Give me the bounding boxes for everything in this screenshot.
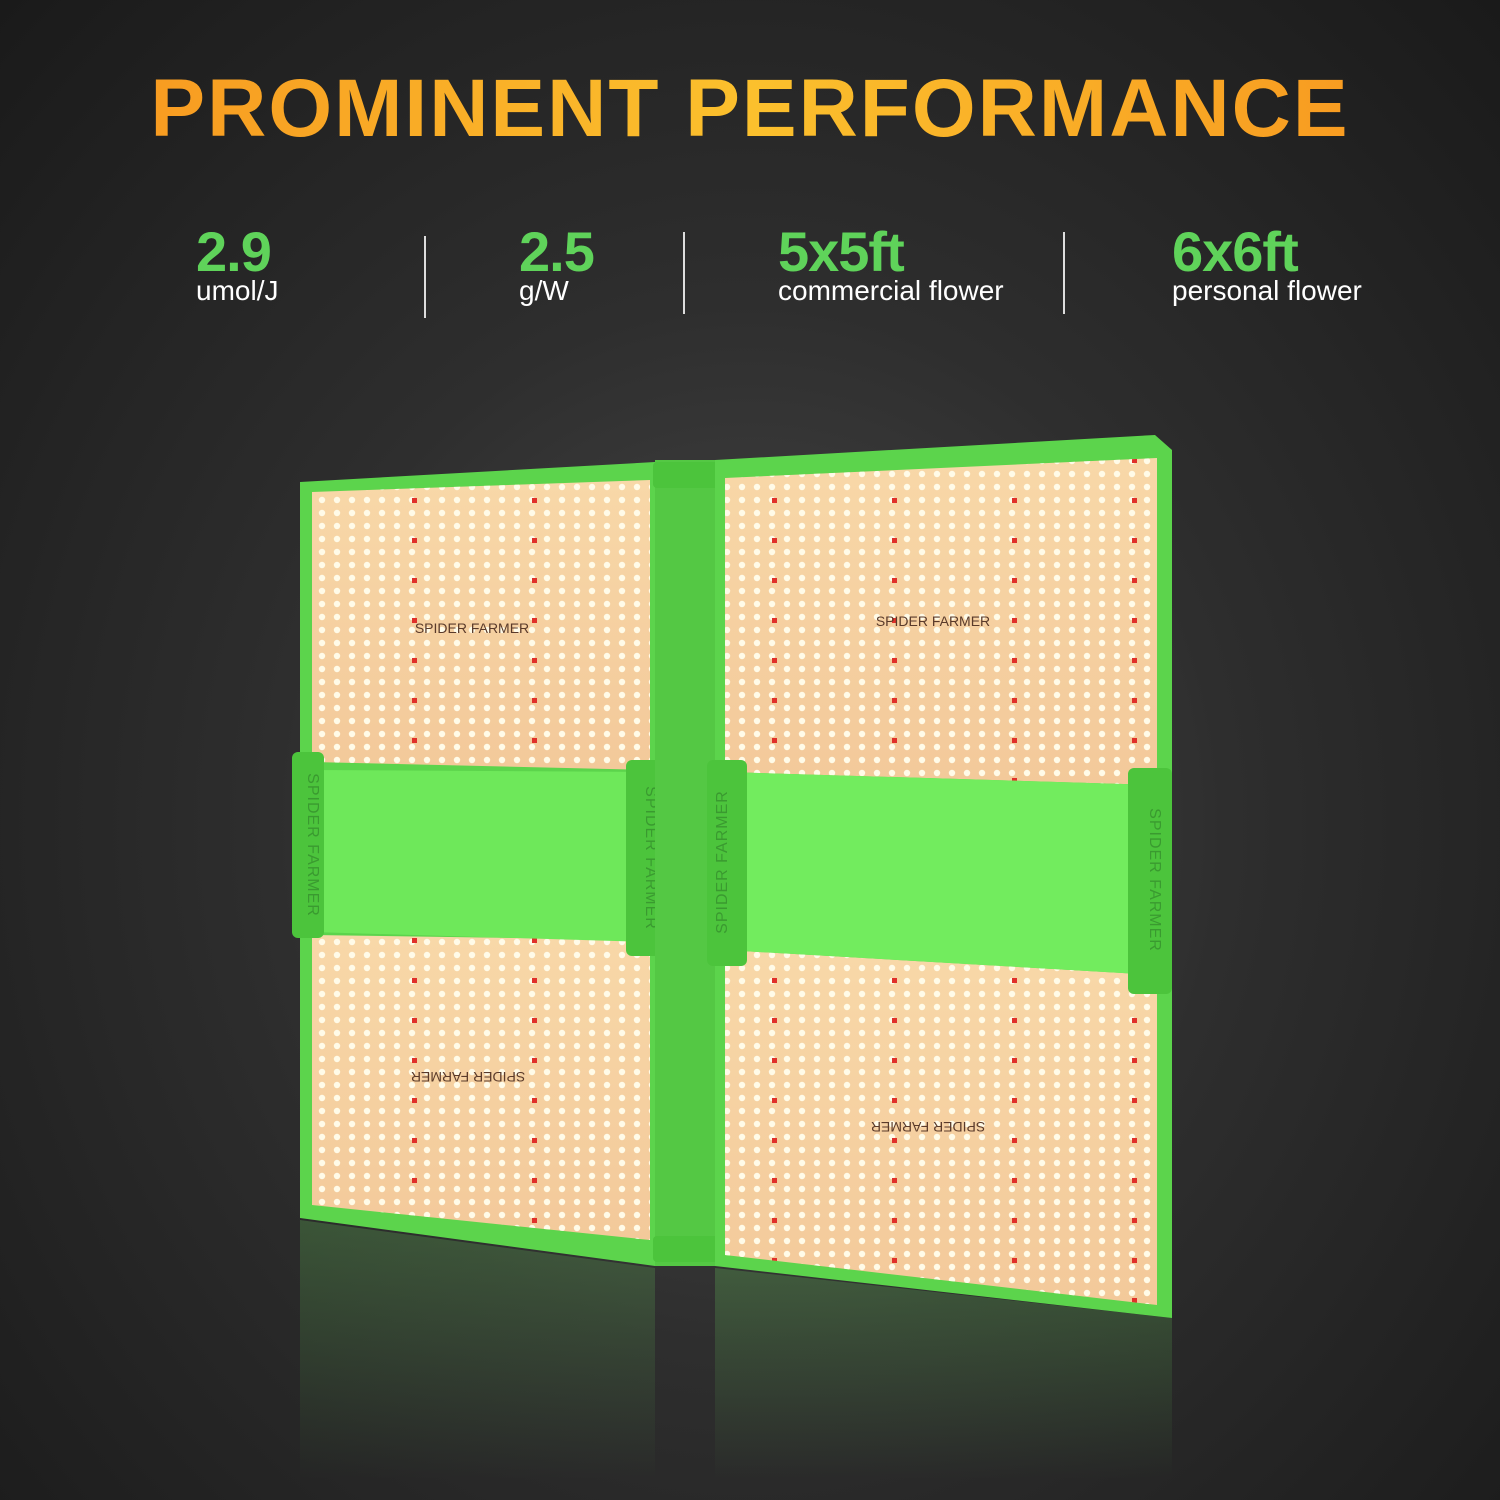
bracket [1128, 768, 1172, 994]
brand-label: SPIDER FARMER [1146, 808, 1163, 952]
stat-value: 2.9 [196, 220, 272, 283]
title: PROMINENT PERFORMANCE [0, 62, 1500, 156]
hinge [655, 460, 715, 1266]
stat-label: umol/J [196, 275, 279, 306]
hinge-clip [653, 1236, 719, 1262]
stat-label: commercial flower [778, 275, 1004, 306]
brand-label: SPIDER FARMER [714, 790, 731, 934]
red-leds [725, 950, 1157, 1305]
divider [1063, 232, 1065, 314]
divider [424, 236, 426, 318]
red-leds [312, 480, 650, 770]
bar [725, 772, 1157, 975]
brand-label: SPIDER FARMER [871, 1119, 985, 1135]
stat: 2.5 g/W [519, 220, 595, 306]
stat: 5x5ft commercial flower [778, 222, 1004, 306]
brand-label: SPIDER FARMER [642, 786, 659, 930]
stat-value: 2.5 [519, 220, 595, 283]
brand-label: SPIDER FARMER [876, 613, 990, 629]
bar [312, 770, 650, 942]
bracket [707, 760, 747, 966]
red-leds [312, 935, 650, 1240]
reflection [715, 1268, 1172, 1480]
brand-label: SPIDER FARMER [411, 1069, 525, 1085]
stat-value: 5x5ft [778, 220, 905, 283]
hinge-clip [653, 462, 719, 488]
stat: 6x6ft personal flower [1172, 222, 1362, 306]
brand-label: SPIDER FARMER [415, 620, 529, 636]
reflection [300, 1220, 655, 1480]
stat: 2.9 umol/J [196, 222, 278, 306]
bracket [292, 752, 324, 938]
stat-label: personal flower [1172, 275, 1362, 306]
divider [683, 232, 685, 314]
brand-label: SPIDER FARMER [304, 773, 321, 917]
red-leds [725, 458, 1157, 785]
stat-value: 6x6ft [1172, 220, 1299, 283]
stat-label: g/W [519, 275, 569, 306]
